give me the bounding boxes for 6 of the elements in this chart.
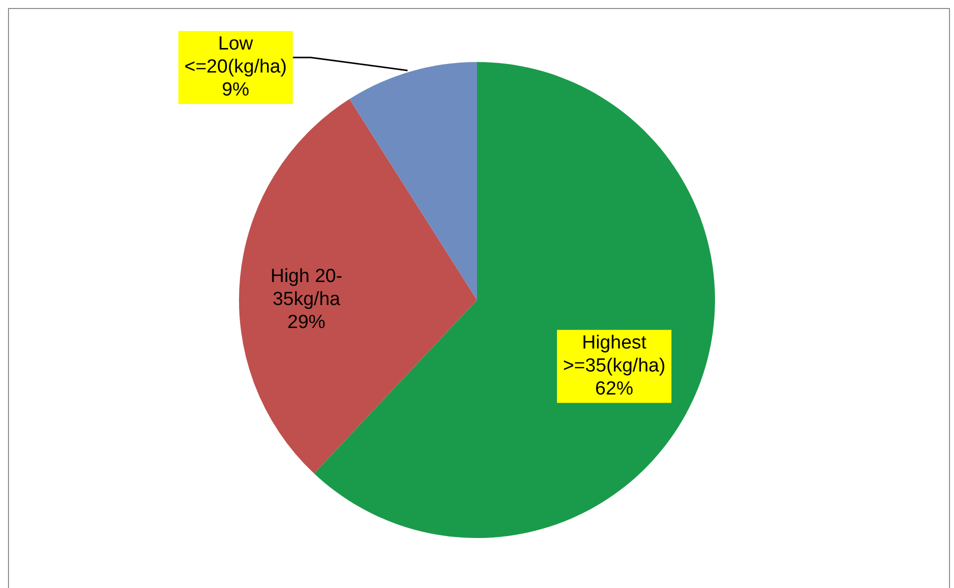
slice-label: Highest >=35(kg/ha): [562, 332, 666, 377]
data-label: 29%: [287, 312, 326, 334]
slice-label: High 20- 35kg/ha: [270, 266, 342, 310]
slice-label: Low <=20(kg/ha): [184, 34, 287, 78]
data-label: 62%: [595, 378, 634, 400]
data-label: 9%: [222, 80, 250, 101]
